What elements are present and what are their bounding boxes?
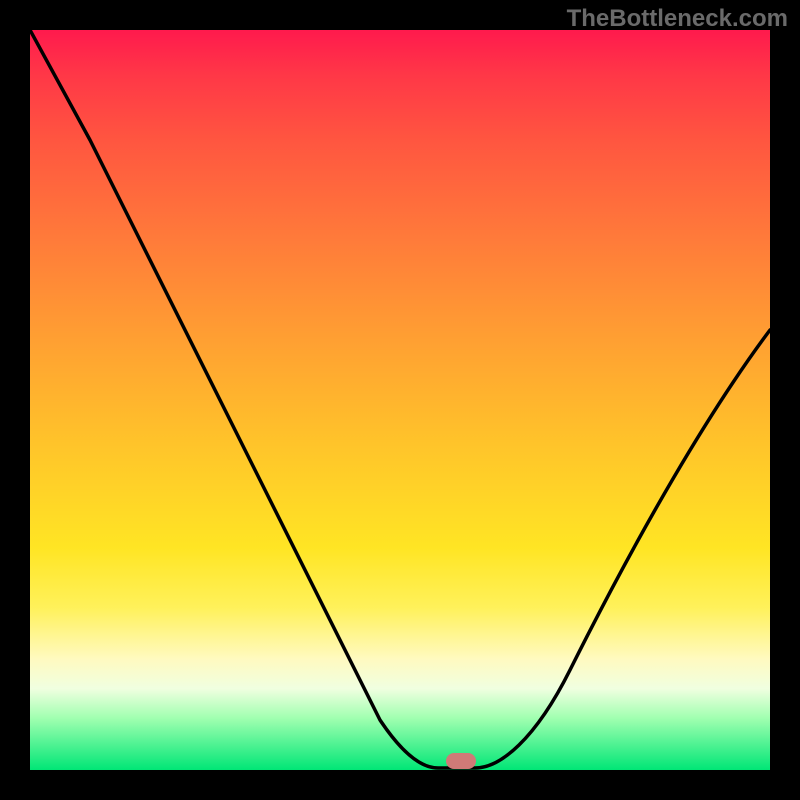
plot-area bbox=[30, 30, 770, 770]
curve-path bbox=[30, 30, 770, 768]
bottleneck-curve bbox=[30, 30, 770, 770]
chart-container: TheBottleneck.com bbox=[0, 0, 800, 800]
watermark-text: TheBottleneck.com bbox=[567, 5, 788, 33]
optimal-marker bbox=[446, 753, 476, 769]
